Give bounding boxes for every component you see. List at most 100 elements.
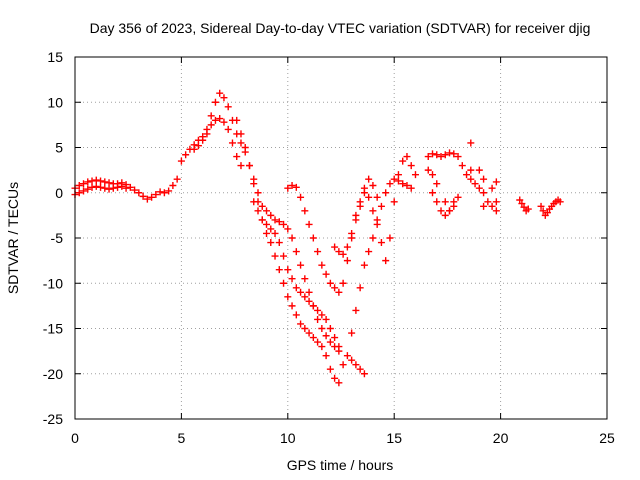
data-point [318,325,326,332]
data-point [309,302,317,310]
data-point [207,121,215,129]
x-tick-label: 0 [71,430,79,446]
data-point [301,207,309,215]
data-point [356,365,364,373]
data-point [407,162,415,170]
x-tick-label: 10 [280,430,296,446]
data-point [335,288,343,296]
series-evening-scatter-c [429,139,500,219]
data-point [343,243,351,251]
data-point [271,252,279,260]
data-point [394,171,402,179]
data-point [441,211,449,219]
data-point [280,252,288,260]
data-point [75,189,83,197]
data-point [126,183,134,191]
data-point [84,178,92,186]
data-point [488,184,496,192]
data-point [326,325,334,332]
data-point [254,189,262,197]
data-point [143,195,151,203]
data-point [382,189,390,197]
data-point [97,177,105,185]
data-point [326,365,334,373]
data-point [335,347,343,355]
data-point [284,225,292,233]
x-tick-label: 20 [493,430,509,446]
data-point [237,162,245,170]
data-point [429,150,437,158]
data-point [360,370,368,378]
data-point [394,177,402,185]
data-point [433,198,441,206]
data-point [475,166,483,174]
data-point [437,153,445,161]
data-point [220,118,228,126]
data-point [543,209,551,217]
data-point [339,279,347,287]
data-point [207,112,215,120]
data-point [271,216,279,224]
x-tick-label: 25 [599,430,615,446]
data-point [301,275,309,283]
data-point [339,361,347,369]
x-axis-label: GPS time / hours [287,457,394,473]
data-point [331,374,339,382]
series-track-D [284,175,381,296]
data-point [335,248,343,256]
data-point [267,211,275,219]
data-point [433,180,441,188]
data-point [454,153,462,161]
data-point [228,139,236,147]
data-point [309,234,317,242]
data-point [292,248,300,256]
y-tick-label: 0 [55,185,63,201]
data-point [335,379,343,387]
data-point [433,151,441,159]
series-pre-dawn-satellites [71,175,181,203]
data-point [216,89,224,97]
data-point [105,185,113,193]
data-point [280,279,288,287]
data-point [288,302,296,310]
data-point [288,234,296,242]
data-point [424,153,432,161]
data-point [348,229,356,237]
data-point [539,207,547,215]
data-point [516,196,524,204]
data-point [390,175,398,183]
data-point [331,334,339,342]
data-point [458,162,466,170]
data-point [403,182,411,190]
data-point [360,189,368,197]
data-point [80,180,88,188]
data-point [429,171,437,179]
data-point [314,248,322,256]
data-point [365,175,373,183]
data-point [369,234,377,242]
data-point [88,177,96,185]
data-point [343,352,351,360]
data-point [165,187,173,195]
data-point [173,175,181,183]
y-tick-label: -10 [43,275,63,291]
data-point [258,216,266,224]
data-point [301,293,309,301]
data-point [152,191,160,199]
data-point [148,193,156,201]
y-tick-label: -5 [51,230,64,246]
data-point [484,198,492,206]
data-point [309,334,317,342]
data-point [305,329,313,337]
data-point [471,180,479,188]
data-point [314,306,322,314]
series-track-A [233,116,368,387]
y-tick-label: -25 [43,411,63,427]
series-track-F [348,175,415,337]
data-point [92,182,100,190]
data-point [233,116,241,124]
data-point [190,145,198,153]
data-point [352,211,360,219]
data-point [322,270,330,278]
data-point [446,149,454,157]
